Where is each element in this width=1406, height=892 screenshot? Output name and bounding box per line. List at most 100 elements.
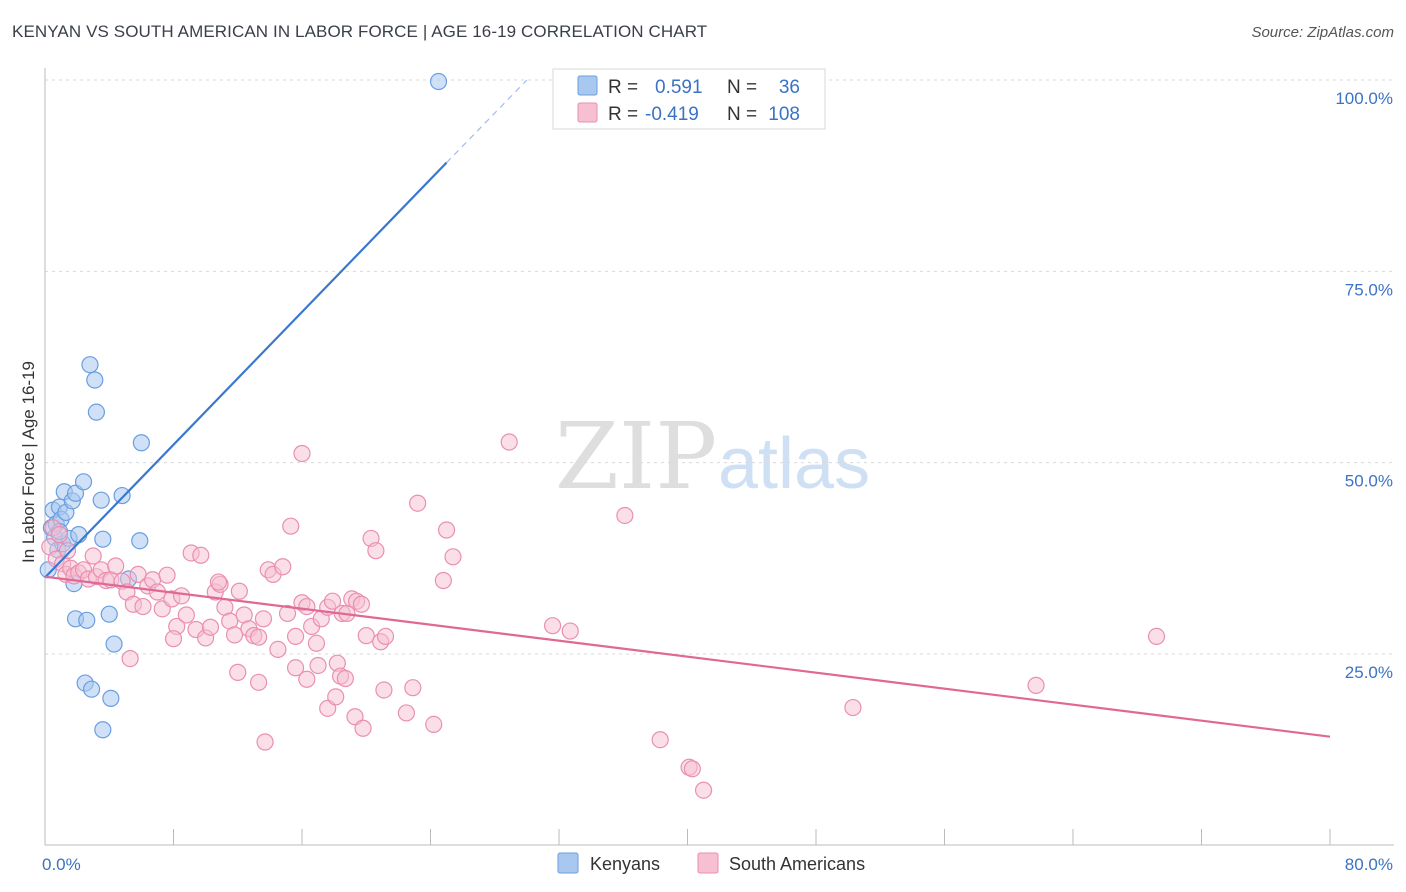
sa-point [50, 526, 69, 544]
sa-point [192, 546, 210, 564]
sa-point [177, 606, 195, 624]
sa-point [278, 604, 297, 623]
sa-point [500, 433, 518, 451]
tick-labels: 25.0% 50.0% 75.0% 100.0% 0.0% 80.0% [42, 89, 1393, 874]
sa-point [225, 626, 244, 644]
kenyan-point [87, 403, 106, 421]
sa-point [121, 649, 139, 668]
sa-point [250, 628, 268, 646]
kenyan-point [86, 371, 104, 389]
kenyan-point [92, 491, 110, 509]
legend-kenyan-n-value: 36 [779, 77, 800, 98]
sa-point [357, 627, 375, 645]
source-credit: Source: ZipAtlas.com [1251, 24, 1394, 41]
kenyan-point [105, 635, 123, 653]
sa-point [209, 573, 228, 591]
sa-point [164, 630, 183, 648]
sa-point [298, 597, 316, 616]
sa-point [375, 681, 393, 699]
sa-point [58, 542, 77, 560]
kenyan-point [94, 721, 112, 739]
legend-sa-r-value: -0.419 [645, 104, 699, 125]
kenyan-point [70, 526, 88, 544]
legend-bottom-kenyan-swatch [557, 852, 579, 874]
watermark-zip: ZIP [555, 403, 717, 510]
legend-kenyan-swatch [577, 75, 598, 96]
sa-point [444, 548, 462, 566]
legend-bottom-sa-swatch [697, 852, 719, 874]
sa-point [425, 715, 443, 734]
sa-point [844, 698, 862, 717]
sa-point [254, 610, 273, 628]
legend-bottom-kenyan-label: Kenyans [590, 854, 660, 874]
sa-point [134, 597, 152, 616]
sa-point [274, 558, 292, 576]
sa-point [376, 627, 395, 645]
sa-point [172, 587, 191, 605]
sa-point [293, 444, 311, 463]
sa-point [230, 582, 248, 600]
sa-point [437, 521, 456, 539]
sa-point [307, 634, 326, 652]
sa-point [561, 622, 579, 640]
legend-kenyan-r-label: R = [608, 77, 638, 98]
kenyan-point [113, 486, 131, 505]
sa-point [256, 733, 274, 751]
kenyan-trend-line [44, 161, 448, 579]
y-tick-label-100: 100.0% [1335, 89, 1393, 108]
sa-point [404, 679, 422, 697]
sa-point [201, 618, 220, 636]
sa-point [1147, 627, 1166, 645]
kenyan-point [102, 689, 120, 707]
sa-point [309, 656, 327, 675]
kenyan-point [82, 680, 101, 698]
sa-point [397, 704, 416, 722]
sa-point [286, 659, 305, 677]
sa-point [229, 663, 247, 681]
y-tick-label-75: 75.0% [1345, 280, 1393, 299]
sa-point [250, 673, 268, 691]
legend-kenyan-r-value: 0.591 [655, 77, 703, 98]
kenyan-point [81, 356, 99, 374]
x-tick-label-min: 0.0% [42, 855, 81, 874]
legend-top: R = 0.591 N = 36 R = -0.419 N = 108 [552, 68, 826, 130]
legend-bottom-sa-label: South Americans [729, 854, 865, 874]
kenyan-point [132, 434, 150, 452]
sa-point [367, 542, 385, 560]
axes [44, 68, 1394, 846]
kenyan-point [429, 72, 448, 91]
sa-point [158, 566, 176, 584]
kenyan-point [94, 530, 112, 548]
sa-point [269, 640, 287, 659]
sa-point [107, 557, 125, 575]
kenyan-trend-extension [446, 79, 528, 164]
sa-point [327, 688, 345, 706]
sa-point [286, 627, 305, 645]
sa-point [543, 617, 562, 635]
sa-point [323, 592, 342, 610]
sa-point [298, 670, 316, 688]
kenyan-point [78, 611, 96, 629]
legend-sa-swatch [577, 102, 598, 123]
south-american-points [41, 433, 1166, 799]
sa-point [651, 731, 669, 749]
legend-sa-n-value: 108 [768, 104, 800, 125]
legend-sa-r-label: R = [608, 104, 638, 125]
sa-point [282, 517, 300, 535]
sa-point [409, 494, 427, 512]
sa-point [1027, 676, 1045, 694]
sa-point [84, 547, 102, 565]
watermark-atlas: atlas [718, 424, 870, 504]
legend-kenyan-n-label: N = [727, 77, 757, 98]
sa-point [683, 760, 701, 778]
chart-title: KENYAN VS SOUTH AMERICAN IN LABOR FORCE … [12, 22, 708, 41]
sa-point [354, 719, 372, 737]
sa-trend-line [44, 575, 1331, 738]
trend-lines [44, 79, 1331, 738]
legend-sa-n-label: N = [727, 104, 757, 125]
sa-point [434, 571, 452, 590]
legend-bottom: Kenyans South Americans [557, 852, 865, 874]
sa-point [616, 506, 634, 525]
kenyan-point [131, 532, 149, 550]
